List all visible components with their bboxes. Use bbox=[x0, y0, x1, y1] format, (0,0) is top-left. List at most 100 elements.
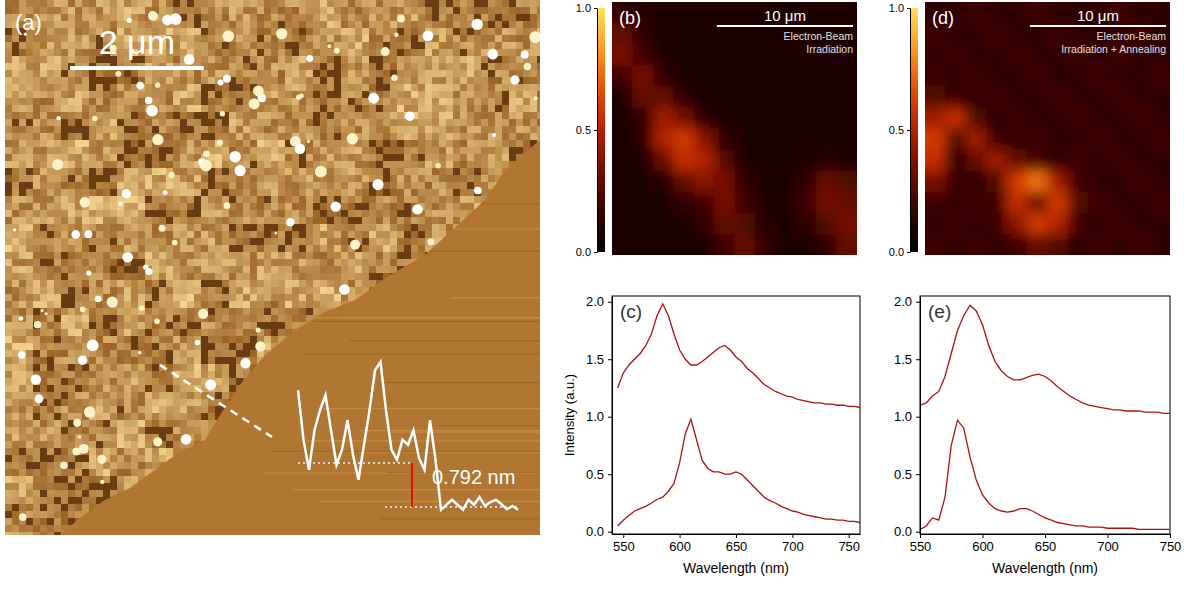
afm-cell bbox=[19, 126, 27, 134]
afm-cell bbox=[257, 21, 265, 29]
afm-cell bbox=[425, 105, 433, 113]
afm-cell bbox=[33, 63, 41, 71]
afm-cell bbox=[320, 7, 328, 15]
afm-cell bbox=[397, 98, 405, 106]
afm-cell bbox=[89, 133, 97, 141]
afm-cell bbox=[68, 21, 76, 29]
afm-cell bbox=[187, 42, 195, 50]
afm-cell bbox=[327, 77, 335, 85]
afm-cell bbox=[502, 0, 510, 8]
afm-cell bbox=[467, 161, 475, 169]
afm-cell bbox=[285, 126, 293, 134]
afm-cell bbox=[173, 140, 181, 148]
afm-cell bbox=[460, 126, 468, 134]
afm-cell bbox=[411, 28, 419, 36]
afm-cell bbox=[376, 133, 384, 141]
afm-cell bbox=[257, 56, 265, 64]
afm-cell bbox=[453, 105, 461, 113]
afm-cell bbox=[383, 168, 391, 176]
afm-cell bbox=[481, 14, 489, 22]
afm-cell bbox=[285, 98, 293, 106]
afm-cell bbox=[362, 154, 370, 162]
afm-cell bbox=[516, 21, 524, 29]
afm-cell bbox=[5, 119, 13, 127]
afm-cell bbox=[201, 14, 209, 22]
afm-cell bbox=[12, 133, 20, 141]
afm-cell bbox=[75, 42, 83, 50]
afm-cell bbox=[208, 49, 216, 57]
afm-cell bbox=[208, 0, 216, 8]
afm-cell bbox=[355, 84, 363, 92]
afm-cell bbox=[439, 91, 447, 99]
afm-cell bbox=[68, 14, 76, 22]
afm-cell bbox=[404, 168, 412, 176]
afm-cell bbox=[313, 126, 321, 134]
afm-cell bbox=[439, 77, 447, 85]
afm-cell bbox=[40, 35, 48, 43]
afm-cell bbox=[187, 140, 195, 148]
afm-cell bbox=[348, 63, 356, 71]
figure: 2 μm(a)0.792 nm0.00.51.010 μmElectron-Be… bbox=[0, 0, 1187, 592]
afm-cell bbox=[103, 112, 111, 120]
afm-cell bbox=[103, 126, 111, 134]
afm-cell bbox=[47, 133, 55, 141]
afm-cell bbox=[474, 56, 482, 64]
afm-cell bbox=[215, 21, 223, 29]
afm-cell bbox=[376, 154, 384, 162]
afm-cell bbox=[61, 0, 69, 8]
afm-cell bbox=[271, 56, 279, 64]
afm-cell bbox=[404, 28, 412, 36]
afm-cell bbox=[180, 168, 188, 176]
afm-cell bbox=[236, 63, 244, 71]
afm-cell bbox=[369, 161, 377, 169]
afm-cell bbox=[236, 56, 244, 64]
afm-cell bbox=[152, 98, 160, 106]
afm-cell bbox=[82, 84, 90, 92]
afm-cell bbox=[481, 154, 489, 162]
afm-cell bbox=[467, 105, 475, 113]
afm-cell bbox=[47, 77, 55, 85]
afm-cell bbox=[145, 70, 153, 78]
afm-cell bbox=[390, 21, 398, 29]
afm-cell bbox=[194, 91, 202, 99]
afm-cell bbox=[383, 14, 391, 22]
afm-cell bbox=[236, 119, 244, 127]
afm-cell bbox=[376, 112, 384, 120]
afm-cell bbox=[131, 147, 139, 155]
afm-cell bbox=[404, 21, 412, 29]
afm-cell bbox=[474, 140, 482, 148]
afm-cell bbox=[103, 119, 111, 127]
afm-cell bbox=[75, 175, 83, 183]
afm-cell bbox=[474, 126, 482, 134]
afm-cell bbox=[187, 147, 195, 155]
afm-cell bbox=[376, 161, 384, 169]
afm-cell bbox=[33, 84, 41, 92]
afm-cell bbox=[19, 49, 27, 57]
afm-cell bbox=[278, 42, 286, 50]
afm-cell bbox=[411, 77, 419, 85]
afm-cell bbox=[509, 35, 517, 43]
afm-cell bbox=[467, 147, 475, 155]
afm-cell bbox=[348, 154, 356, 162]
afm-cell bbox=[257, 7, 265, 15]
afm-cell bbox=[390, 63, 398, 71]
afm-cell bbox=[292, 126, 300, 134]
afm-cell bbox=[61, 168, 69, 176]
afm-cell bbox=[397, 91, 405, 99]
afm-cell bbox=[75, 126, 83, 134]
afm-cell bbox=[425, 0, 433, 8]
afm-cell bbox=[138, 70, 146, 78]
afm-cell bbox=[425, 70, 433, 78]
afm-cell bbox=[467, 133, 475, 141]
afm-cell bbox=[495, 14, 503, 22]
afm-cell bbox=[355, 175, 363, 183]
afm-cell bbox=[243, 63, 251, 71]
afm-cell bbox=[264, 126, 272, 134]
afm-cell bbox=[180, 161, 188, 169]
afm-cell bbox=[5, 154, 13, 162]
afm-cell bbox=[264, 56, 272, 64]
afm-cell bbox=[54, 98, 62, 106]
afm-cell bbox=[68, 168, 76, 176]
afm-cell bbox=[362, 119, 370, 127]
afm-cell bbox=[82, 7, 90, 15]
